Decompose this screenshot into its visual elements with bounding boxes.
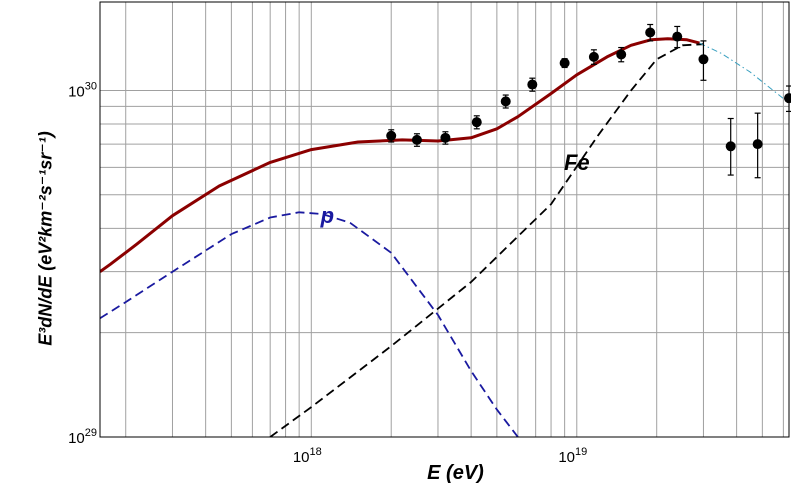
data-points (386, 23, 791, 179)
series-line-0 (100, 37, 700, 273)
plot-frame (99, 1, 790, 438)
data-point (386, 130, 397, 141)
x-tick-label: 1019 (558, 446, 587, 466)
model-curves (100, 37, 789, 437)
series-line-3 (699, 42, 789, 104)
y-tick-label: 1029 (68, 427, 97, 447)
data-point (784, 93, 791, 104)
data-point (588, 51, 599, 62)
y-axis-label: E³dN/dE (eV²km⁻²s⁻¹sr⁻¹) (35, 131, 56, 346)
data-point (645, 27, 656, 38)
data-point (725, 141, 736, 152)
data-point (500, 96, 511, 107)
x-tick-label: 1018 (293, 446, 322, 466)
series-line-1 (269, 43, 704, 437)
data-point (616, 49, 627, 60)
annotation-label: p (320, 203, 334, 228)
annotations: Fe p (320, 150, 590, 228)
tick-labels: 1018 1019 1029 1030 (68, 80, 587, 466)
data-point (698, 54, 709, 65)
data-point (672, 31, 683, 42)
data-point (411, 134, 422, 145)
data-point (471, 117, 482, 128)
data-point (559, 58, 570, 69)
data-point (440, 132, 451, 143)
data-point (752, 139, 763, 150)
annotation-label: Fe (564, 150, 590, 175)
y-tick-label: 1030 (68, 80, 97, 100)
x-axis-label: E (eV) (427, 462, 484, 484)
grid-lines (100, 2, 789, 438)
data-point (527, 79, 538, 90)
series-line-2 (100, 211, 519, 437)
